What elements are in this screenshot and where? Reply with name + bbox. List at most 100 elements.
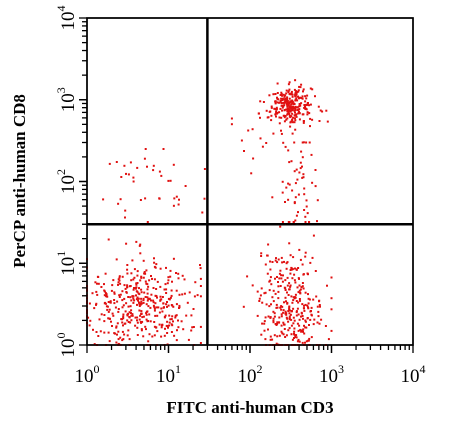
data-point [276,335,279,338]
data-point [280,324,283,327]
data-point [274,100,277,103]
data-point [168,314,171,317]
data-point [281,191,284,194]
data-point [125,302,128,305]
data-point [289,254,292,257]
data-point [139,314,142,317]
data-point [103,314,106,316]
data-point [272,132,275,135]
data-point [128,316,131,318]
data-point [286,100,289,103]
data-point [97,335,100,337]
data-point [94,281,97,284]
data-point [276,101,279,104]
data-point [152,169,155,172]
data-point [98,318,101,321]
data-point [115,258,118,261]
data-point [279,306,282,309]
data-point [309,318,312,321]
data-point [293,121,296,124]
data-point [284,100,287,103]
data-point [291,100,294,103]
data-point [306,317,309,319]
data-point [273,107,276,110]
data-point [274,102,277,105]
data-point [300,102,303,105]
data-point [267,328,269,331]
data-point [154,302,157,305]
data-point [103,283,105,286]
x-tick-label: 101 [156,362,181,387]
data-point [294,281,297,284]
data-point [290,318,293,321]
data-point [146,288,149,291]
data-point [125,172,127,175]
data-point [149,306,152,309]
data-point [269,316,272,319]
data-point [136,303,138,306]
data-point [167,276,170,279]
data-point [125,291,128,294]
data-point [304,100,307,103]
data-point [153,278,156,281]
data-point [162,148,165,150]
data-point [283,286,286,289]
data-point [264,291,267,294]
data-point [296,340,299,343]
data-point [152,301,155,304]
data-point [150,299,152,302]
data-point [121,330,124,333]
data-point [281,106,284,109]
data-point [120,176,123,178]
data-point [153,309,156,312]
data-point [279,94,282,96]
data-point [169,179,172,182]
data-point [135,282,138,285]
data-point [285,316,288,319]
data-point [296,307,299,310]
data-point [300,330,303,333]
data-point [147,305,150,308]
data-point [142,301,145,304]
data-point [297,108,300,111]
data-point [103,289,106,292]
data-point [201,211,204,214]
data-point [271,196,274,199]
data-point [304,291,307,294]
data-point [283,260,285,263]
data-point [242,305,245,308]
data-point [297,313,300,316]
data-point [163,288,166,291]
data-point [283,101,286,104]
data-point [147,297,150,300]
data-point [294,182,297,185]
data-point [168,298,171,301]
data-point [272,310,275,313]
data-point [155,306,158,309]
data-point [110,320,112,323]
data-point [180,320,183,323]
data-point [294,107,297,110]
data-point [108,317,111,320]
data-point [297,338,300,341]
data-point [257,112,260,115]
data-point [169,269,172,272]
data-point [108,340,111,343]
data-point [161,310,164,313]
data-point [290,115,293,118]
data-point [293,297,296,300]
data-point [291,121,294,124]
data-point [131,259,134,262]
data-point [326,284,328,287]
data-point [139,302,142,305]
data-point [268,289,271,292]
data-point [282,333,285,336]
data-point [286,117,289,120]
data-point [292,316,295,319]
data-point [301,282,304,284]
data-point [319,305,321,308]
data-point [132,301,135,304]
data-point [291,301,294,304]
data-point [288,288,291,291]
data-point [119,282,122,285]
